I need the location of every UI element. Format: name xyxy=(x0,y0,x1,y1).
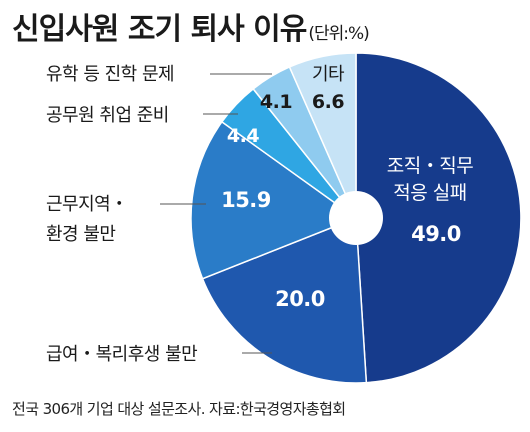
category-label-0-line2: 적응 실패 xyxy=(393,182,466,204)
category-label-0-line1: 조직・직무 xyxy=(387,155,473,177)
pie-slice-1 xyxy=(201,216,368,384)
category-label-3: 공무원 취업 준비 xyxy=(46,105,169,126)
category-label-4: 유학 등 진학 문제 xyxy=(46,64,174,85)
pie-slice-2 xyxy=(190,120,358,280)
category-label-1: 급여・복리후생 불만 xyxy=(46,344,197,365)
pie-center-hole xyxy=(329,191,383,245)
chart-title: 신입사원 조기 퇴사 이유 xyxy=(12,12,307,47)
source-note: 전국 306개 기업 대상 설문조사. 자료:한국경영자총협회 xyxy=(12,400,346,418)
pie-slice-0 xyxy=(355,52,522,384)
data-label-value-2: 15.9 xyxy=(221,188,271,212)
data-label-value-4: 4.1 xyxy=(260,91,292,113)
category-label-2-line1: 근무지역・ xyxy=(46,194,128,215)
data-label-value-1: 20.0 xyxy=(275,287,325,311)
unit-label: (단위:%) xyxy=(308,24,369,44)
data-label-value-3: 4.4 xyxy=(227,125,259,147)
chart-title-block: 신입사원 조기 퇴사 이유 (단위:%) xyxy=(12,4,370,48)
category-label-5: 기타 xyxy=(312,64,345,85)
data-label-value-0: 49.0 xyxy=(411,222,461,246)
data-label-value-5: 6.6 xyxy=(312,91,344,113)
category-label-2-line2: 환경 불만 xyxy=(46,224,115,245)
pie-slice-5 xyxy=(288,52,357,219)
